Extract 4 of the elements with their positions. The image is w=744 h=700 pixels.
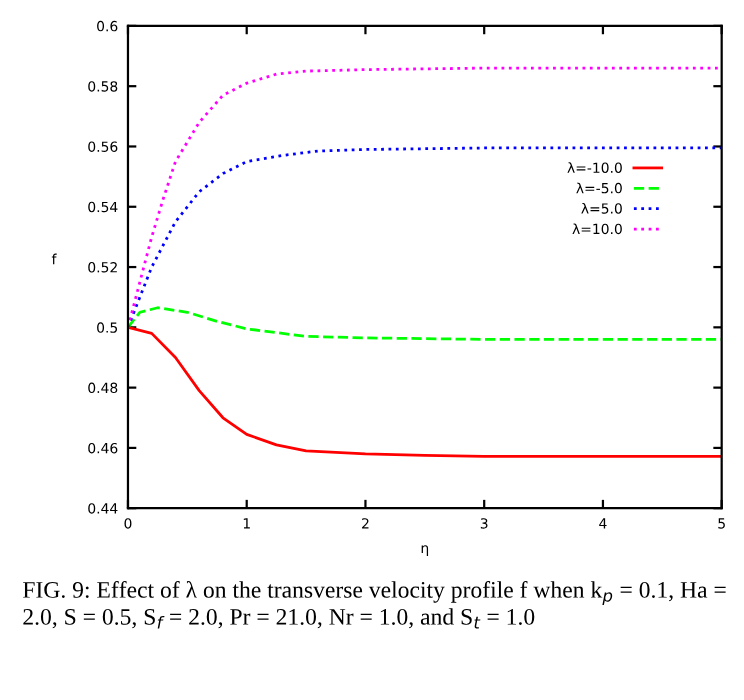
line-series xyxy=(127,325,722,458)
line-series xyxy=(127,306,722,341)
text: FIG. 9: Effect of λ on the transverse velocity profile f when k$_{p}$ = 0.1, Ha = 2.0, S = 0.5, S$_{f}$ = 2.0, Pr = 21.0, Nr = 1.0, and S$_{t}$ = 1.0 xyxy=(23,581,726,629)
line-series xyxy=(127,66,722,329)
